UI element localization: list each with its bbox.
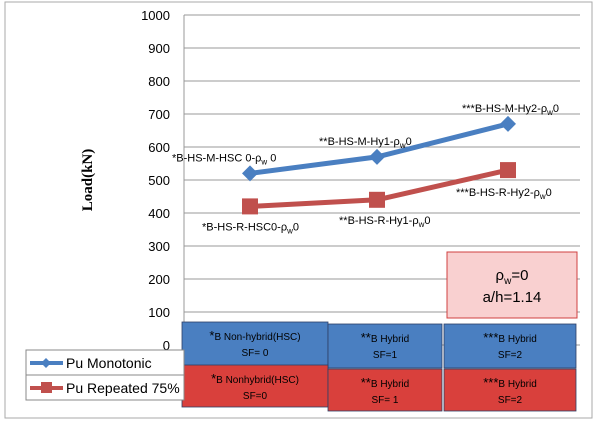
y-tick-label: 700: [148, 107, 170, 122]
point-label: *B-HS-R-HSC0-ρw0: [202, 221, 299, 235]
y-tick-label: 200: [148, 272, 170, 287]
category-sf: SF=2: [498, 350, 523, 361]
data-point-diamond: [369, 148, 385, 165]
category-sf: SF=2: [498, 395, 523, 406]
data-point-diamond: [500, 115, 516, 132]
category-box-monotonic: [443, 323, 577, 369]
data-point-square: [369, 191, 385, 208]
legend-square-icon: [41, 382, 52, 393]
category-title: *B Non-hybrid(HSC): [209, 328, 300, 343]
category-sf: SF=0: [243, 391, 268, 402]
category-sf: SF= 1: [372, 395, 399, 406]
category-title: ***B Hybrid: [483, 375, 537, 390]
point-label: ***B-HS-R-Hy2-ρw0: [456, 187, 552, 201]
category-title: **B Hybrid: [361, 375, 409, 390]
category-sf: SF=1: [373, 350, 398, 361]
annotation-box: ρw=0 a/h=1.14: [446, 251, 578, 319]
y-tick-label: 100: [148, 305, 170, 320]
category-box-monotonic: [181, 321, 329, 367]
svg-text:ρw=0: ρw=0: [496, 267, 529, 287]
y-tick-label: 900: [148, 41, 170, 56]
category-sf: SF= 0: [242, 348, 269, 359]
y-tick-label: 500: [148, 173, 170, 188]
point-label: **B-HS-M-Hy1-ρw0: [319, 136, 412, 150]
point-label: *B-HS-M-HSC 0-ρw 0: [172, 152, 276, 166]
legend-monotonic: Pu Monotonic: [66, 355, 152, 371]
category-title: *B Nonhybrid(HSC): [211, 371, 299, 386]
y-tick-label: 0: [163, 338, 170, 353]
legend: Pu Monotonic Pu Repeated 75%: [25, 349, 185, 401]
legend-repeated: Pu Repeated 75%: [66, 380, 180, 396]
category-title: **B Hybrid: [361, 330, 409, 345]
category-box-repeated: [327, 368, 443, 412]
y-tick-label: 800: [148, 74, 170, 89]
y-tick-label: 600: [148, 140, 170, 155]
category-title: ***B Hybrid: [483, 330, 537, 345]
y-axis-label: Load(kN): [80, 149, 96, 212]
point-label: ***B-HS-M-Hy2-ρw0: [462, 103, 559, 117]
data-point-square: [500, 162, 516, 179]
category-box-repeated: [443, 368, 577, 412]
y-tick-label: 400: [148, 206, 170, 221]
legend-diamond-icon: [41, 358, 51, 368]
point-label: **B-HS-R-Hy1-ρw0: [339, 215, 431, 229]
category-box-monotonic: [327, 323, 443, 369]
data-point-diamond: [242, 165, 258, 182]
y-tick-label: 1000: [141, 8, 170, 23]
data-point-square: [242, 198, 258, 215]
y-tick-label: 300: [148, 239, 170, 254]
annotation-line2: a/h=1.14: [483, 289, 542, 306]
